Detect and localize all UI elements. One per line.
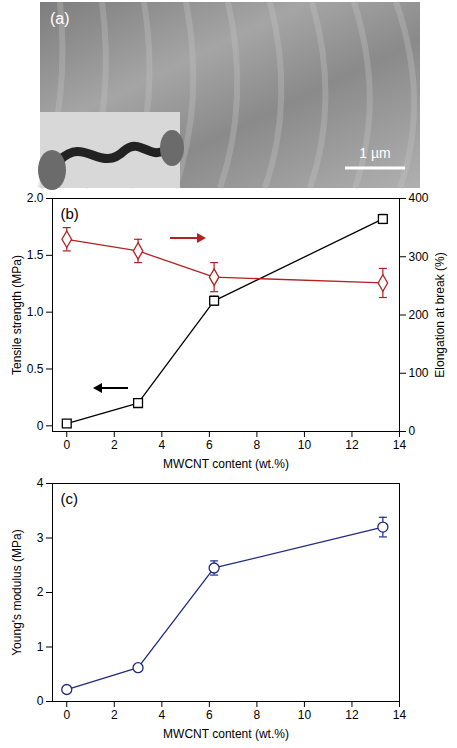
svg-text:14: 14 <box>393 438 407 452</box>
svg-text:12: 12 <box>345 438 359 452</box>
svg-text:3: 3 <box>37 531 44 545</box>
svg-text:0: 0 <box>409 424 416 438</box>
svg-text:(b): (b) <box>61 205 79 222</box>
svg-text:8: 8 <box>254 438 261 452</box>
svg-text:8: 8 <box>254 708 261 722</box>
svg-text:1.5: 1.5 <box>27 248 44 262</box>
svg-text:2: 2 <box>111 708 118 722</box>
svg-text:200: 200 <box>409 308 429 322</box>
svg-text:4: 4 <box>158 708 165 722</box>
svg-text:0.5: 0.5 <box>27 362 44 376</box>
svg-text:10: 10 <box>298 708 312 722</box>
svg-text:Tensile strength (MPa): Tensile strength (MPa) <box>10 255 24 375</box>
svg-text:2: 2 <box>111 438 118 452</box>
svg-text:Young's modulus (MPa): Young's modulus (MPa) <box>10 529 24 656</box>
svg-text:1.0: 1.0 <box>27 305 44 319</box>
svg-text:100: 100 <box>409 366 429 380</box>
svg-text:2: 2 <box>37 585 44 599</box>
svg-text:4: 4 <box>158 438 165 452</box>
svg-text:1 µm: 1 µm <box>359 145 390 161</box>
svg-text:0: 0 <box>37 419 44 433</box>
svg-text:10: 10 <box>298 438 312 452</box>
svg-text:MWCNT content (wt.%): MWCNT content (wt.%) <box>163 457 289 471</box>
svg-text:2.0: 2.0 <box>27 191 44 205</box>
svg-text:1: 1 <box>37 640 44 654</box>
svg-text:6: 6 <box>206 708 213 722</box>
svg-text:Elongation at break (%): Elongation at break (%) <box>433 252 447 377</box>
svg-text:12: 12 <box>345 708 359 722</box>
svg-text:(c): (c) <box>61 490 79 507</box>
svg-text:6: 6 <box>206 438 213 452</box>
svg-text:4: 4 <box>37 476 44 490</box>
svg-text:300: 300 <box>409 250 429 264</box>
svg-text:0: 0 <box>63 708 70 722</box>
svg-text:14: 14 <box>393 708 407 722</box>
svg-text:(a): (a) <box>50 10 70 27</box>
svg-text:MWCNT content (wt.%): MWCNT content (wt.%) <box>163 727 289 741</box>
svg-text:0: 0 <box>63 438 70 452</box>
svg-text:0: 0 <box>37 694 44 708</box>
svg-text:400: 400 <box>409 191 429 205</box>
